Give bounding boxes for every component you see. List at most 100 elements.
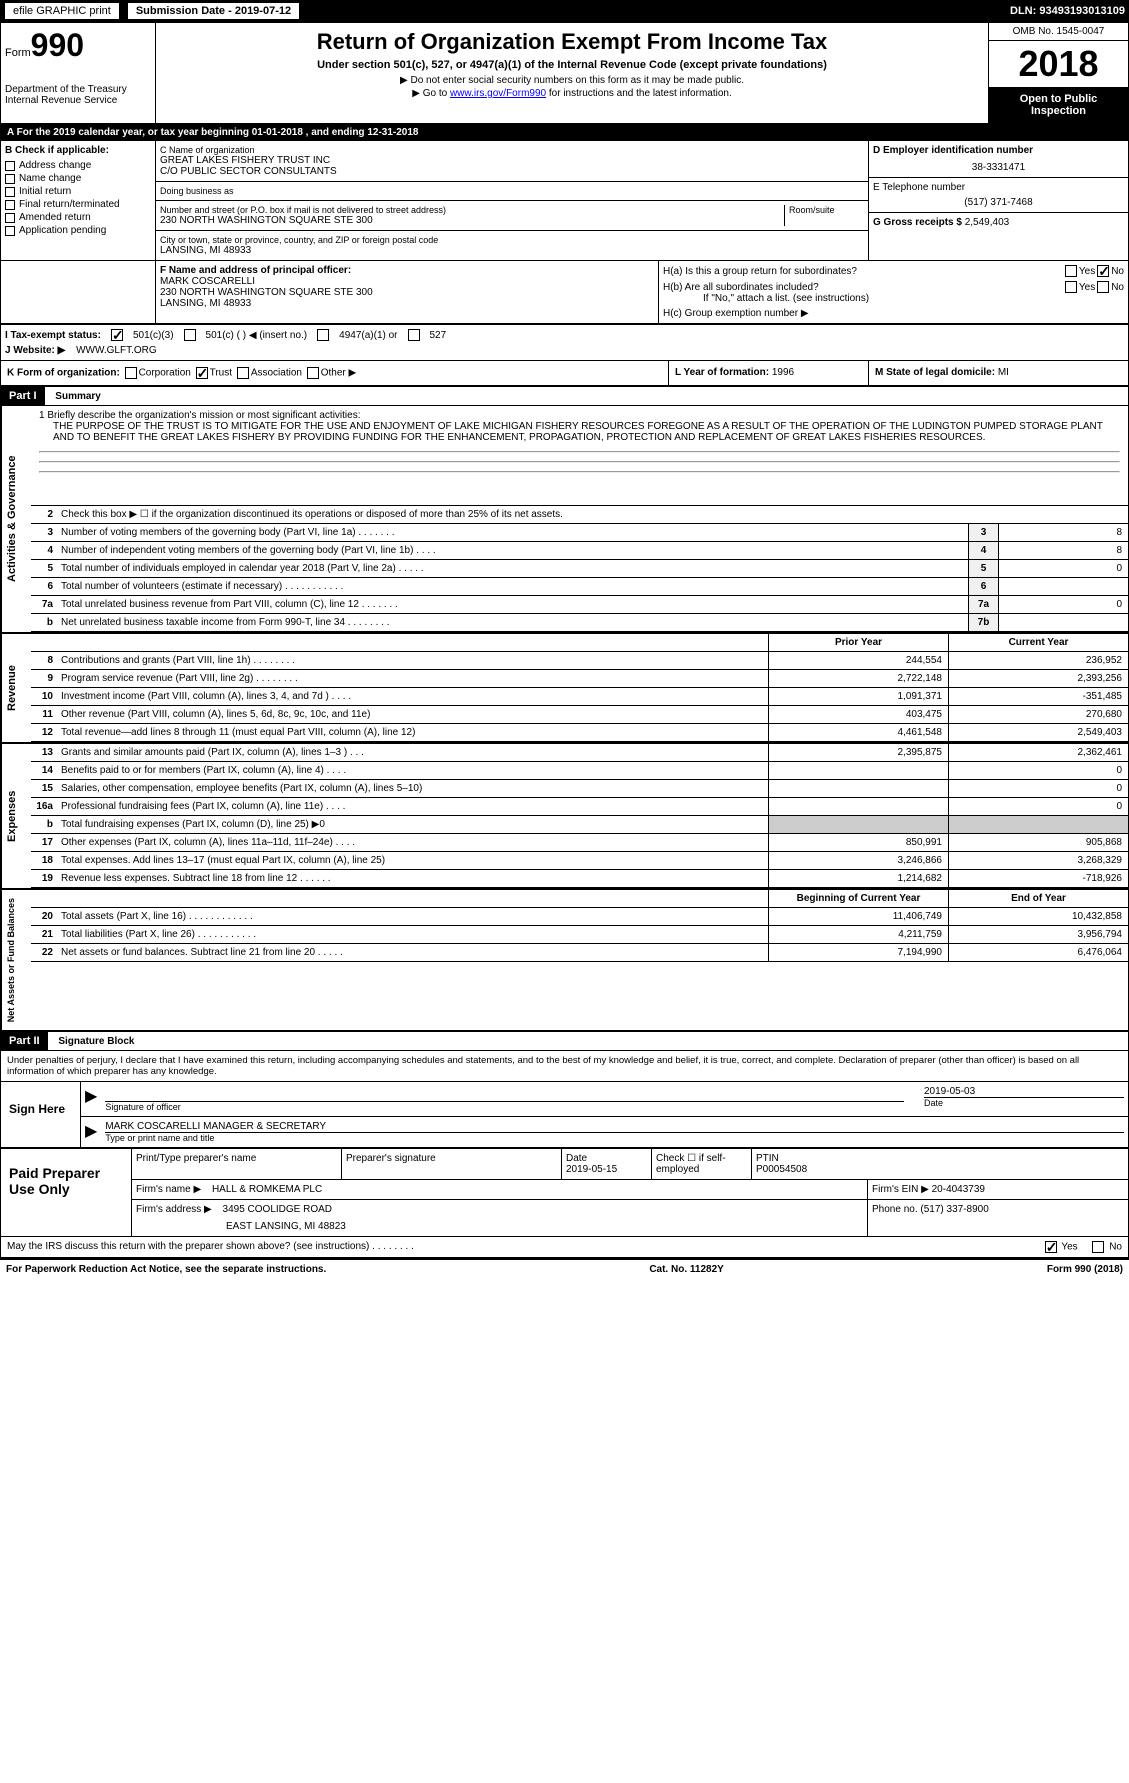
firm-ein: 20-4043739: [932, 1184, 985, 1195]
no-lbl: No: [1109, 1242, 1122, 1253]
ha-yes[interactable]: [1065, 265, 1077, 277]
k-assoc[interactable]: [237, 367, 249, 379]
i-501c3[interactable]: [111, 329, 123, 341]
ptin-lbl: PTIN: [756, 1153, 1124, 1164]
ha-lbl: H(a) Is this a group return for subordin…: [663, 266, 1063, 277]
preparer-section: Paid Preparer Use Only Print/Type prepar…: [1, 1148, 1128, 1236]
rev-col-hdr: Prior Year Current Year: [31, 634, 1128, 652]
form-header: Form990 Department of the Treasury Inter…: [1, 23, 1128, 124]
data-line: 12Total revenue—add lines 8 through 11 (…: [31, 724, 1128, 742]
net-section: Net Assets or Fund Balances Beginning of…: [1, 888, 1128, 1030]
f-name: MARK COSCARELLI: [160, 276, 654, 287]
i-opt0: 501(c)(3): [133, 330, 174, 341]
date-lbl: Date: [924, 1098, 1124, 1108]
k-opt0: Corporation: [139, 368, 191, 379]
top-bar: efile GRAPHIC print Submission Date - 20…: [0, 0, 1129, 22]
k-corp[interactable]: [125, 367, 137, 379]
note2-pre: ▶ Go to: [412, 88, 450, 99]
i-527[interactable]: [408, 329, 420, 341]
hdr-begin: Beginning of Current Year: [768, 890, 948, 907]
phone-lbl: Phone no.: [872, 1204, 918, 1215]
chk-final[interactable]: [5, 200, 15, 210]
discuss-text: May the IRS discuss this return with the…: [7, 1241, 414, 1253]
submission-date: Submission Date - 2019-07-12: [128, 3, 299, 19]
data-line: 14Benefits paid to or for members (Part …: [31, 762, 1128, 780]
discuss-yes[interactable]: [1045, 1241, 1057, 1253]
mission-text: THE PURPOSE OF THE TRUST IS TO MITIGATE …: [53, 421, 1120, 443]
department: Department of the Treasury Internal Reve…: [5, 84, 151, 106]
discuss-no[interactable]: [1092, 1241, 1104, 1253]
i-501c[interactable]: [184, 329, 196, 341]
hdr-end: End of Year: [948, 890, 1128, 907]
firm-addr-lbl: Firm's address ▶: [136, 1204, 212, 1215]
gov-line: 3Number of voting members of the governi…: [31, 524, 1128, 542]
d-lbl: D Employer identification number: [873, 145, 1124, 156]
city-lbl: City or town, state or province, country…: [160, 235, 864, 245]
chk-address[interactable]: [5, 161, 15, 171]
gov-line: bNet unrelated business taxable income f…: [31, 614, 1128, 632]
side-governance: Activities & Governance: [1, 406, 31, 632]
row-a-tax-year: A For the 2019 calendar year, or tax yea…: [1, 124, 1128, 141]
k-other[interactable]: [307, 367, 319, 379]
data-line: 21Total liabilities (Part X, line 26) . …: [31, 926, 1128, 944]
part2-header: Part II Signature Block: [1, 1030, 1128, 1051]
form-number: Form990: [5, 27, 151, 64]
part1-num: Part I: [1, 387, 45, 405]
officer-name: MARK COSCARELLI MANAGER & SECRETARY: [105, 1121, 1124, 1133]
org-addr: 230 NORTH WASHINGTON SQUARE STE 300: [160, 215, 784, 226]
irs-link[interactable]: www.irs.gov/Form990: [450, 88, 546, 99]
cat-no: Cat. No. 11282Y: [326, 1264, 1047, 1275]
l-lbl: L Year of formation:: [675, 367, 769, 378]
k-trust[interactable]: [196, 367, 208, 379]
side-net: Net Assets or Fund Balances: [1, 890, 31, 1030]
form-990: 990: [31, 27, 84, 63]
form-title: Return of Organization Exempt From Incom…: [162, 29, 982, 55]
hdr-current: Current Year: [948, 634, 1128, 651]
gov-line: 5Total number of individuals employed in…: [31, 560, 1128, 578]
k-opt1: Trust: [210, 368, 232, 379]
hb-yes[interactable]: [1065, 281, 1077, 293]
ha-no[interactable]: [1097, 265, 1109, 277]
ptin-val: P00054508: [756, 1164, 1124, 1175]
chk-initial[interactable]: [5, 187, 15, 197]
part1-header: Part I Summary: [1, 387, 1128, 406]
g-val: 2,549,403: [965, 217, 1010, 228]
form-container: Form990 Department of the Treasury Inter…: [0, 22, 1129, 1258]
org-city: LANSING, MI 48933: [160, 245, 864, 256]
hc-lbl: H(c) Group exemption number ▶: [663, 308, 1124, 319]
f-city: LANSING, MI 48933: [160, 298, 654, 309]
data-line: 15Salaries, other compensation, employee…: [31, 780, 1128, 798]
chk-name[interactable]: [5, 174, 15, 184]
gov-line: 4Number of independent voting members of…: [31, 542, 1128, 560]
info-grid: B Check if applicable: Address change Na…: [1, 141, 1128, 260]
i-opt1: 501(c) ( ) ◀ (insert no.): [206, 330, 308, 341]
data-line: 16aProfessional fundraising fees (Part I…: [31, 798, 1128, 816]
i-lbl: I Tax-exempt status:: [5, 330, 101, 341]
data-line: bTotal fundraising expenses (Part IX, co…: [31, 816, 1128, 834]
data-line: 9Program service revenue (Part VIII, lin…: [31, 670, 1128, 688]
side-revenue: Revenue: [1, 634, 31, 742]
chk-pending[interactable]: [5, 226, 15, 236]
dept-treasury: Department of the Treasury: [5, 84, 151, 95]
data-line: 17Other expenses (Part IX, column (A), l…: [31, 834, 1128, 852]
part1-title: Summary: [55, 391, 101, 402]
addr-lbl: Number and street (or P.O. box if mail i…: [160, 205, 784, 215]
e-phone: (517) 371-7468: [873, 197, 1124, 208]
hb-no[interactable]: [1097, 281, 1109, 293]
section-b: B Check if applicable: Address change Na…: [1, 141, 156, 260]
tax-year: 2018: [989, 41, 1128, 87]
bottom-row: For Paperwork Reduction Act Notice, see …: [0, 1258, 1129, 1279]
m-lbl: M State of legal domicile:: [875, 367, 995, 378]
chk-amended[interactable]: [5, 213, 15, 223]
dln: DLN: 93493193013109: [1010, 5, 1125, 17]
i-4947[interactable]: [317, 329, 329, 341]
form-subtitle: Under section 501(c), 527, or 4947(a)(1)…: [162, 59, 982, 71]
header-mid: Return of Organization Exempt From Incom…: [156, 23, 988, 123]
yes-lbl: Yes: [1061, 1242, 1077, 1253]
d-ein: 38-3331471: [873, 162, 1124, 173]
firm-addr: 3495 COOLIDGE ROAD: [223, 1204, 332, 1215]
phone-val: (517) 337-8900: [920, 1204, 988, 1215]
j-lbl: J Website: ▶: [5, 345, 65, 356]
header-right: OMB No. 1545-0047 2018 Open to Public In…: [988, 23, 1128, 123]
efile-button[interactable]: efile GRAPHIC print: [4, 2, 120, 20]
